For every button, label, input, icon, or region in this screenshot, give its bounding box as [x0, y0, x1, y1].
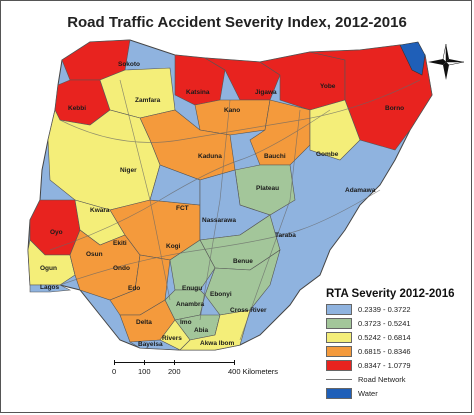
state-label: Borno [385, 105, 404, 112]
scale-label: 0 [112, 367, 117, 376]
legend-item: 0.3723 - 0.5241 [326, 317, 466, 330]
state-bayelsa [129, 339, 181, 351]
legend-water: Water [326, 387, 466, 400]
state-label: Plateau [256, 185, 279, 192]
legend-range: 0.3723 - 0.5241 [358, 319, 411, 328]
state-label: Ebonyi [210, 291, 232, 298]
state-label: Imo [180, 319, 192, 326]
state-label: Anambra [176, 301, 205, 308]
state-label: Ogun [40, 265, 57, 272]
state-label: Jigawa [255, 89, 277, 96]
state-bauchi [249, 99, 311, 166]
state-label: Bayelsa [138, 341, 163, 348]
scale-bar [114, 360, 235, 370]
state-label: Nassarawa [202, 217, 236, 224]
legend-road-label: Road Network [358, 375, 406, 384]
state-label: FCT [176, 205, 189, 212]
state-label: Kano [224, 107, 240, 114]
state-label: Taraba [275, 232, 296, 239]
state-labels: Sokoto Zamfara Kebbi Katsina Jigawa Yobe… [40, 61, 404, 348]
legend-range: 0.6815 - 0.8346 [358, 347, 411, 356]
state-label: Niger [120, 167, 137, 174]
scale-label: 200 [168, 367, 181, 376]
state-label: Benue [233, 258, 253, 265]
legend-range: 0.5242 - 0.6814 [358, 333, 411, 342]
state-label: Edo [128, 285, 140, 292]
state-borno [309, 44, 433, 151]
state-label: Rivers [162, 335, 182, 342]
water-chad [399, 41, 426, 76]
state-label: Adamawa [345, 187, 376, 194]
state-label: Kaduna [198, 153, 222, 160]
state-kano [194, 99, 271, 136]
state-label: Oyo [50, 229, 63, 236]
state-label: Enugu [182, 285, 202, 292]
state-label: Gombe [316, 151, 339, 158]
legend-swatch [326, 304, 352, 315]
legend-item: 0.6815 - 0.8346 [326, 345, 466, 358]
state-label: Ekiti [113, 240, 127, 247]
legend-item: 0.8347 - 1.0779 [326, 359, 466, 372]
state-label: Katsina [186, 89, 210, 96]
legend-swatch [326, 346, 352, 357]
legend-range: 0.2339 - 0.3722 [358, 305, 411, 314]
state-label: Yobe [320, 83, 336, 90]
state-ogun [27, 239, 76, 286]
scale-label: 100 [138, 367, 151, 376]
legend-water-swatch [326, 388, 352, 399]
legend-swatch [326, 332, 352, 343]
state-label: Cross River [230, 307, 267, 314]
state-label: Kwara [90, 207, 110, 214]
state-label: Kebbi [68, 105, 86, 112]
scale-label: 400 Kilometers [228, 367, 279, 376]
state-label: Kogi [166, 243, 181, 250]
state-oyo [29, 199, 81, 256]
state-label: Zamfara [135, 97, 161, 104]
state-label: Lagos [40, 284, 60, 291]
state-label: Sokoto [118, 61, 140, 68]
legend-title: RTA Severity 2012-2016 [326, 288, 455, 300]
road-network [49, 79, 421, 341]
state-ebonyi-cross-river [204, 249, 281, 316]
state-label: Osun [86, 251, 103, 258]
legend-item: 0.2339 - 0.3722 [326, 303, 466, 316]
state-enugu [169, 239, 216, 291]
state-label: Abia [194, 327, 208, 334]
legend-water-label: Water [358, 389, 378, 398]
state-label: Akwa Ibom [200, 340, 235, 347]
legend: RTA Severity 2012-2016 0.2339 - 0.3722 0.… [326, 288, 466, 401]
state-label: Bauchi [264, 153, 286, 160]
state-label: Delta [136, 319, 152, 326]
legend-swatch [326, 318, 352, 329]
legend-range: 0.8347 - 1.0779 [358, 361, 411, 370]
legend-road-network: Road Network [326, 373, 466, 386]
state-lagos [29, 284, 72, 293]
map-title: Road Traffic Accident Severity Index, 20… [67, 14, 407, 31]
north-arrow-icon [428, 43, 465, 80]
legend-item: 0.5242 - 0.6814 [326, 331, 466, 344]
state-label: Ondo [113, 265, 130, 272]
state-akwa-ibom [179, 309, 251, 351]
legend-swatch [326, 360, 352, 371]
